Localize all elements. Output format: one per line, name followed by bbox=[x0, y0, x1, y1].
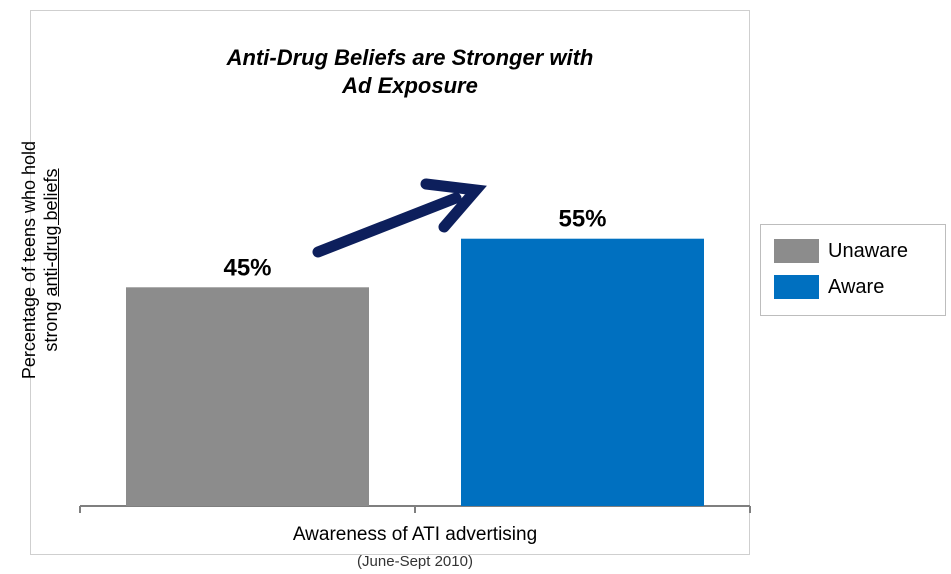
chart-title-line-1: Anti-Drug Beliefs are Stronger with bbox=[226, 45, 594, 70]
x-axis-sublabel: (June-Sept 2010) bbox=[357, 553, 473, 570]
data-label-aware: 55% bbox=[558, 206, 606, 233]
chart-title-line-2: Ad Exposure bbox=[342, 73, 478, 98]
bar-aware bbox=[461, 238, 704, 506]
y-axis-label-line-1: Percentage of teens who hold bbox=[19, 140, 39, 380]
legend-swatch-aware bbox=[774, 275, 819, 299]
x-axis-label: Awareness of ATI advertising bbox=[292, 524, 538, 545]
legend-label-aware: Aware bbox=[828, 276, 885, 298]
trend-arrow-head bbox=[420, 178, 487, 233]
trend-arrow-shaft bbox=[312, 192, 462, 258]
y-axis-label-underlined: anti-drug beliefs bbox=[41, 168, 61, 297]
y-axis-label-prefix: strong bbox=[41, 296, 61, 352]
bar-unaware bbox=[126, 287, 369, 506]
data-label-unaware: 45% bbox=[223, 254, 271, 281]
y-axis-label-line-2: strong anti-drug beliefs bbox=[40, 100, 62, 420]
legend-label-unaware: Unaware bbox=[828, 240, 909, 262]
chart-title: Anti-Drug Beliefs are Stronger with Ad E… bbox=[150, 44, 670, 100]
y-axis-label: Percentage of teens who hold strong anti… bbox=[18, 100, 62, 420]
legend: Unaware Aware bbox=[760, 224, 946, 316]
legend-swatch-unaware bbox=[774, 239, 819, 263]
chart-frame bbox=[30, 10, 750, 555]
